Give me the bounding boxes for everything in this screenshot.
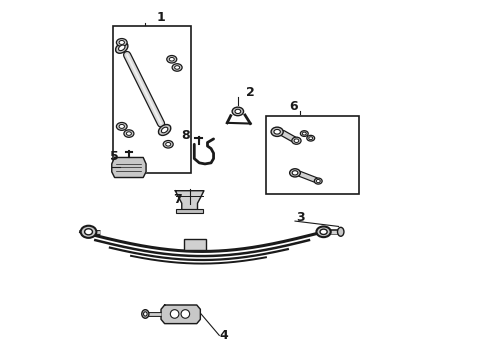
Text: 1: 1 [157,11,166,24]
Ellipse shape [300,131,308,136]
Circle shape [181,310,190,318]
Ellipse shape [302,132,306,135]
Ellipse shape [144,312,147,316]
Ellipse shape [167,55,177,63]
Ellipse shape [119,45,125,51]
Text: 4: 4 [219,329,228,342]
Ellipse shape [85,229,93,235]
Text: 6: 6 [289,100,297,113]
Ellipse shape [338,227,344,236]
Bar [267,116,359,194]
Ellipse shape [292,171,298,175]
Ellipse shape [119,41,124,44]
Bar [113,26,192,173]
Ellipse shape [117,39,127,46]
Bar [184,239,206,250]
Ellipse shape [117,122,127,130]
Ellipse shape [166,143,171,146]
Ellipse shape [163,140,173,148]
Ellipse shape [124,130,134,137]
Ellipse shape [142,310,149,318]
Ellipse shape [235,109,241,113]
Ellipse shape [309,137,313,140]
Polygon shape [175,191,204,210]
Polygon shape [161,305,200,324]
Circle shape [171,310,179,318]
Ellipse shape [172,64,182,71]
Ellipse shape [292,137,301,144]
Ellipse shape [169,58,174,61]
Ellipse shape [158,125,171,135]
Ellipse shape [314,178,322,184]
Ellipse shape [316,180,320,183]
Text: 8: 8 [182,129,191,142]
Polygon shape [112,157,146,177]
Ellipse shape [290,169,300,177]
Ellipse shape [126,132,131,135]
Ellipse shape [161,127,168,133]
Ellipse shape [294,139,299,143]
Ellipse shape [271,127,283,136]
Text: 7: 7 [173,193,181,206]
Bar [176,209,203,213]
Text: 5: 5 [110,150,119,163]
Ellipse shape [307,135,315,141]
Ellipse shape [317,226,331,237]
Text: 3: 3 [296,211,305,224]
Ellipse shape [232,107,244,116]
Ellipse shape [320,229,327,234]
Ellipse shape [116,42,128,53]
Text: 2: 2 [246,86,255,99]
Ellipse shape [119,125,124,129]
Ellipse shape [174,66,180,69]
Ellipse shape [81,226,97,238]
Ellipse shape [274,130,280,134]
